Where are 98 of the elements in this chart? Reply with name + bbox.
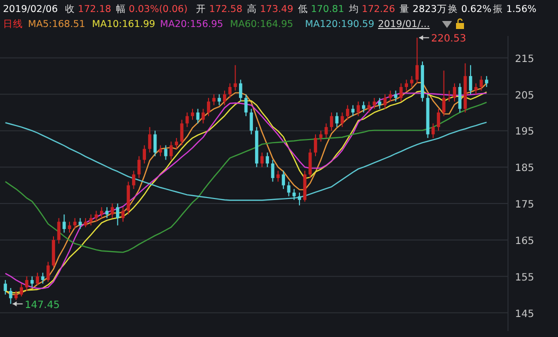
text: 换 0.62% — [448, 3, 492, 15]
candlestick — [340, 112, 344, 128]
candlestick — [399, 82, 403, 102]
text: 均 172.26 — [348, 3, 396, 15]
candlestick — [356, 101, 360, 117]
y-tick-label: 185 — [515, 163, 534, 174]
y-tick-label: 145 — [515, 308, 534, 320]
text: 日线 — [3, 18, 23, 30]
candlestick — [485, 76, 488, 88]
y-tick-label: 175 — [515, 200, 534, 211]
candlestick — [36, 272, 40, 286]
annotation: 220.53 — [431, 34, 466, 45]
candlestick — [164, 144, 168, 160]
candlestick — [218, 94, 221, 106]
candlestick — [110, 203, 114, 219]
candlestick — [57, 218, 60, 244]
candlestick — [153, 130, 157, 157]
text: MA20:156.95 — [160, 19, 224, 30]
candlestick — [41, 272, 44, 284]
candlestick — [206, 97, 210, 117]
candlestick — [458, 82, 462, 113]
y-tick-label: 215 — [515, 54, 534, 65]
candlestick — [84, 218, 88, 228]
candlestick — [436, 108, 440, 132]
candlestick — [308, 148, 312, 179]
line-series — [4, 122, 488, 201]
text: MA120:190.59 — [305, 19, 374, 30]
candlestick — [239, 79, 242, 102]
candlestick — [94, 210, 98, 222]
text: MA10:161.99 — [92, 19, 156, 30]
candlestick — [228, 82, 232, 98]
candlestick — [330, 112, 334, 132]
candlestick — [222, 90, 226, 106]
text: 开 172.58 — [196, 4, 242, 15]
candlestick — [480, 76, 483, 92]
candlestick — [121, 206, 125, 222]
candlestick — [367, 101, 371, 113]
candlestick — [25, 276, 28, 292]
annotation: 147.45 — [24, 300, 60, 311]
candlestick — [452, 82, 456, 102]
candlestick — [298, 192, 302, 206]
candlestick — [319, 130, 322, 142]
candlestick — [73, 218, 76, 230]
candlestick — [378, 97, 382, 110]
candlestick — [362, 101, 366, 113]
candlestick — [148, 126, 152, 154]
candlestick — [20, 283, 23, 297]
text: 高 173.49 — [246, 3, 294, 15]
y-tick-label: 165 — [515, 236, 534, 247]
candlestick — [4, 280, 7, 296]
candlestick — [287, 181, 290, 197]
candlestick — [234, 64, 237, 92]
text: MA5:168.51 — [28, 19, 86, 30]
candlestick — [324, 122, 328, 138]
candlestick — [432, 122, 435, 138]
candlestick — [282, 170, 286, 190]
candlestick — [372, 97, 376, 110]
y-tick-label: 205 — [515, 90, 534, 102]
candlestick — [180, 119, 184, 146]
candlestick — [266, 152, 269, 168]
candlestick — [260, 152, 264, 168]
text: 量 2823万 — [400, 4, 447, 15]
candlestick — [78, 218, 82, 230]
candlestick — [46, 261, 50, 282]
candlestick — [186, 112, 189, 128]
candlestick — [202, 108, 205, 124]
candlestick — [314, 134, 318, 157]
candlestick — [137, 156, 141, 179]
text: 低 170.81 — [298, 4, 344, 15]
candlestick — [9, 288, 12, 304]
candlestick — [174, 137, 178, 150]
text: 幅 0.03%(0.06) — [116, 3, 188, 15]
candlestick — [335, 112, 338, 128]
candlestick — [410, 76, 414, 88]
text: 收 172.18 — [64, 4, 112, 15]
candlestick — [142, 144, 146, 164]
candlestick — [442, 70, 446, 117]
text: 振 1.56% — [493, 3, 536, 15]
candlestick — [244, 94, 248, 117]
candlestick — [196, 108, 200, 124]
candlestick — [116, 203, 120, 226]
candlestick — [250, 108, 253, 135]
text: 2019/01/... — [378, 19, 430, 30]
candlestick — [346, 104, 350, 120]
line-series — [4, 102, 488, 253]
text: 2019/02/06 — [3, 4, 58, 15]
candlestick — [132, 170, 136, 190]
candlestick — [394, 90, 398, 102]
text: MA60:164.95 — [230, 19, 294, 30]
candlestick — [170, 141, 173, 160]
y-tick-label: 195 — [515, 126, 534, 138]
candlestick — [62, 214, 66, 234]
candlestick — [415, 37, 419, 84]
candlestick — [383, 94, 387, 110]
candlestick — [271, 159, 274, 182]
candlestick — [468, 64, 472, 95]
y-tick-label: 155 — [515, 272, 534, 284]
candlestick — [448, 90, 451, 102]
